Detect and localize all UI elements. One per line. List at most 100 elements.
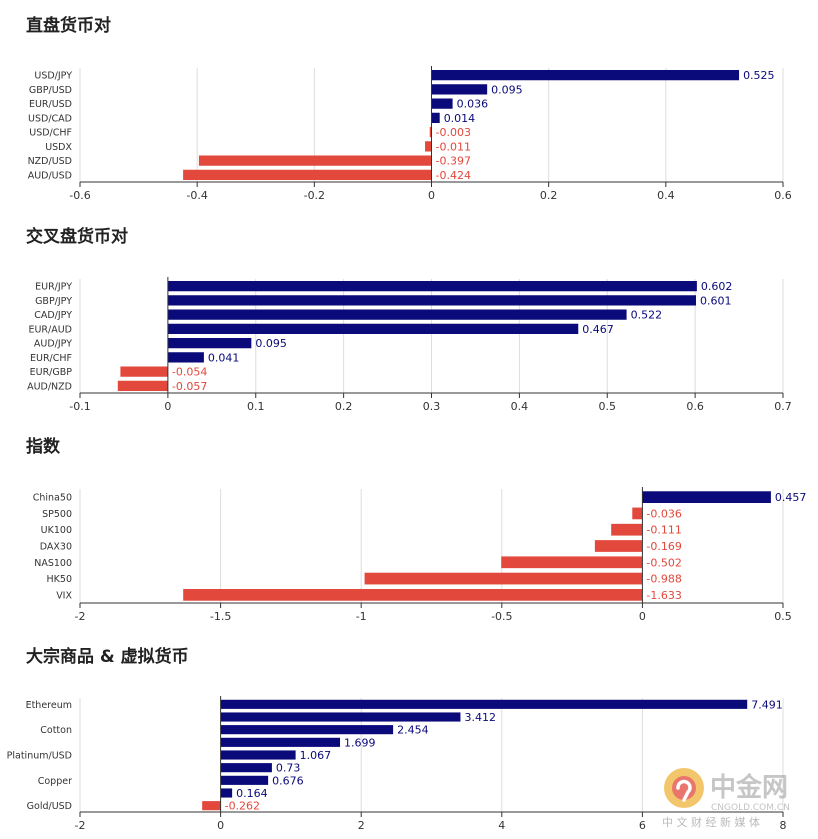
bar	[202, 801, 221, 811]
data-label: 3.412	[464, 711, 496, 724]
data-label: 1.067	[300, 749, 332, 762]
data-label: 0.095	[255, 337, 287, 350]
x-tick-label: 0	[164, 400, 171, 411]
x-tick-label: -2	[75, 610, 86, 621]
watermark-tagline: 中 文 财 经 新 媒 体	[662, 815, 760, 829]
bar	[167, 309, 627, 320]
watermark-logo: 中金网 CNGOLD.COM.CN 中 文 财 经 新 媒 体	[662, 768, 790, 829]
category-label: HK50	[47, 574, 72, 585]
bar	[632, 507, 643, 520]
bar	[198, 155, 432, 166]
data-label: -0.057	[172, 380, 207, 393]
data-label: -0.003	[436, 126, 471, 139]
category-label: SP500	[42, 509, 72, 520]
bar	[431, 98, 453, 109]
bar	[431, 112, 440, 124]
category-label: VIX	[56, 590, 72, 601]
bar	[220, 737, 341, 747]
category-label: UK100	[41, 525, 72, 536]
data-label: 0.014	[444, 112, 476, 125]
bar	[120, 366, 168, 377]
data-label: -0.111	[646, 524, 681, 537]
data-label: -0.011	[436, 140, 471, 153]
data-label: 2.454	[397, 724, 429, 737]
bar	[220, 725, 394, 735]
bar	[167, 280, 697, 292]
bar	[501, 556, 643, 569]
x-tick-label: -1	[356, 610, 367, 621]
data-label: 0.602	[701, 280, 733, 293]
x-tick-label: 0.2	[335, 400, 353, 411]
bar	[642, 491, 771, 504]
category-label: USD/CAD	[28, 113, 72, 124]
category-label: DAX30	[40, 542, 72, 553]
data-label: -0.054	[172, 366, 207, 379]
category-label: USD/CHF	[29, 128, 72, 139]
category-label: NZD/USD	[28, 156, 72, 167]
x-tick-label: 2	[358, 819, 365, 830]
x-tick-label: 0.4	[657, 189, 675, 200]
bar	[117, 380, 168, 392]
category-label: Cotton	[40, 725, 72, 736]
category-label: USDX	[45, 142, 72, 153]
category-label: Platinum/USD	[7, 751, 72, 762]
x-tick-label: 4	[498, 819, 505, 830]
section-title-direct-pairs: 直盘货币对	[26, 16, 111, 36]
data-label: 7.491	[751, 698, 783, 711]
category-label: EUR/JPY	[35, 282, 72, 293]
bar	[220, 788, 233, 798]
chart-indices: 0.457 China50 -0.036 SP500 -0.111 UK100 -0.169…	[33, 487, 806, 621]
bar	[220, 763, 272, 773]
category-label: EUR/GBP	[30, 367, 73, 378]
category-label: NAS100	[34, 558, 72, 569]
x-tick-label: -0.2	[304, 189, 325, 200]
data-label: 0.095	[491, 83, 523, 96]
category-label: Copper	[38, 776, 72, 787]
x-tick-label: -0.6	[69, 189, 90, 200]
x-tick-label: 0	[639, 610, 646, 621]
bar	[167, 323, 579, 335]
bar	[167, 352, 204, 363]
section-title-cross-pairs: 交叉盘货币对	[26, 227, 128, 247]
data-label: 0.164	[236, 787, 268, 800]
bar	[220, 699, 748, 709]
x-tick-label: 0.7	[774, 400, 792, 411]
x-tick-label: 0.3	[423, 400, 441, 411]
category-label: EUR/CHF	[30, 353, 72, 364]
x-tick-label: 0.5	[774, 610, 792, 621]
category-label: EUR/AUD	[28, 324, 72, 335]
data-label: -1.633	[646, 589, 681, 602]
x-tick-label: 0.4	[511, 400, 529, 411]
bar	[167, 295, 697, 306]
watermark-domain: CNGOLD.COM.CN	[711, 803, 790, 813]
data-label: -0.988	[646, 573, 681, 586]
data-label: 0.73	[276, 762, 301, 775]
x-tick-label: 0.6	[774, 189, 792, 200]
category-label: Gold/USD	[27, 801, 72, 812]
data-label: -0.397	[436, 155, 471, 168]
x-tick-label: -2	[75, 819, 86, 830]
bar	[364, 572, 643, 585]
data-label: -0.424	[436, 169, 471, 182]
bar	[425, 141, 432, 152]
bar	[220, 712, 461, 722]
chart-commodities-crypto: 7.491 Ethereum 3.412 2.454 Cotton 1.699 1.067 P…	[7, 696, 787, 830]
x-tick-label: 0	[428, 189, 435, 200]
x-tick-label: -0.1	[69, 400, 90, 411]
data-label: -0.502	[646, 556, 681, 569]
x-tick-label: -0.4	[186, 189, 207, 200]
data-label: -0.036	[646, 507, 681, 520]
x-tick-label: 0.2	[540, 189, 558, 200]
data-label: 0.676	[272, 774, 304, 787]
bar	[220, 750, 296, 760]
category-label: AUD/JPY	[34, 339, 72, 350]
category-label: GBP/JPY	[35, 296, 72, 307]
bar	[183, 169, 432, 181]
bar	[594, 540, 643, 552]
bar	[183, 588, 643, 601]
x-tick-label: -1.5	[210, 610, 231, 621]
x-tick-label: 8	[780, 819, 787, 830]
data-label: 0.525	[743, 69, 775, 82]
x-tick-label: 0	[217, 819, 224, 830]
category-label: Ethereum	[26, 700, 72, 711]
